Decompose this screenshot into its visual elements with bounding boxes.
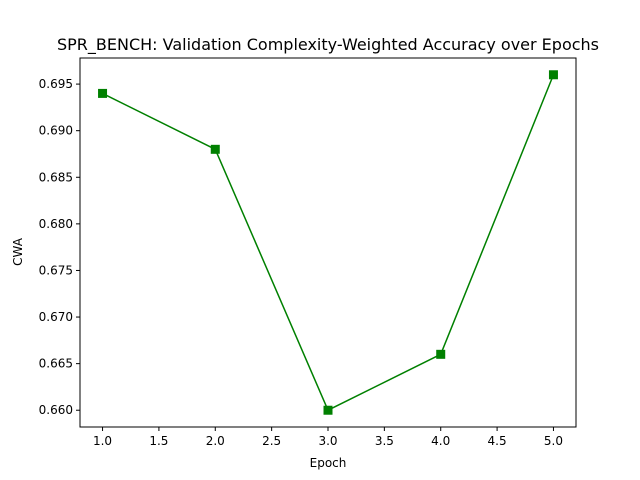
y-tick-label: 0.660 — [39, 403, 73, 417]
y-tick-label: 0.665 — [39, 357, 73, 371]
y-tick-label: 0.680 — [39, 217, 73, 231]
y-tick-label: 0.685 — [39, 170, 73, 184]
x-tick-label: 2.5 — [262, 434, 281, 448]
series-line — [102, 74, 555, 412]
data-point — [210, 144, 220, 154]
x-tick-label: 4.5 — [488, 434, 507, 448]
data-point — [548, 70, 558, 80]
x-tick-label: 4.0 — [431, 434, 450, 448]
x-tick-label: 5.0 — [544, 434, 563, 448]
y-tick-label: 0.675 — [39, 263, 73, 277]
plot-area: 1.0 1.5 2.0 2.5 3.0 3.5 4.0 4.5 5.0 0.660 0.665 0.6… — [39, 57, 577, 448]
x-tick-label: 1.5 — [149, 434, 168, 448]
x-tick-label: 3.5 — [375, 434, 394, 448]
plot-frame — [79, 57, 577, 428]
chart-title: SPR_BENCH: Validation Complexity-Weighte… — [57, 35, 599, 55]
y-tick-label: 0.695 — [39, 77, 73, 91]
data-point — [98, 88, 108, 98]
y-tick-label: 0.670 — [39, 310, 73, 324]
data-point — [436, 349, 446, 359]
x-tick-label: 2.0 — [206, 434, 225, 448]
y-tick-label: 0.690 — [39, 124, 73, 138]
x-tick-label: 3.0 — [318, 434, 337, 448]
data-point — [323, 405, 333, 415]
x-tick-label: 1.0 — [93, 434, 112, 448]
y-axis-label: CWA — [11, 237, 25, 266]
x-axis-label: Epoch — [310, 456, 347, 470]
